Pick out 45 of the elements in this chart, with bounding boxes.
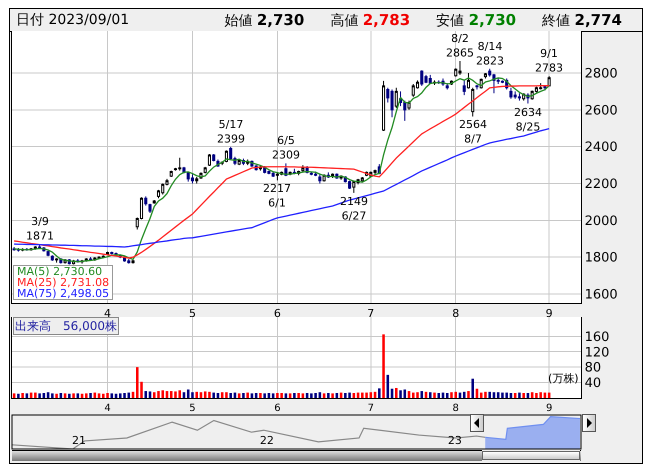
text: 安値 2,730 [436, 10, 516, 30]
y-tick-label: 2200 [584, 177, 618, 192]
x-tick-label: 9 [546, 307, 553, 320]
x-tick-label: 8 [452, 307, 460, 320]
y-tick-label: 80 [584, 360, 602, 376]
annotation: 5/17 2399 [217, 118, 245, 146]
text: 終値 2,774 [542, 10, 622, 30]
annotation: 2634 8/25 [514, 106, 542, 134]
x-tick-label: 5 [189, 403, 196, 414]
x-tick-label: 5 [188, 307, 196, 320]
annotation: 3/9 1871 [26, 215, 54, 242]
x-tick-label: 21 [72, 434, 86, 447]
x-tick-label: 4 [104, 307, 112, 320]
y-tick-label: 120 [584, 345, 610, 360]
annotation: 6/5 2309 [272, 134, 300, 162]
y-tick-label: 2400 [584, 140, 618, 156]
text: 始値 2,730 [224, 10, 304, 30]
y-tick-label: 1600 [584, 288, 618, 303]
x-tick-label: 8 [452, 403, 459, 414]
y-tick-label: 2800 [584, 66, 618, 82]
text: 高値 2,783 [330, 10, 410, 30]
x-tick-label: 7 [368, 403, 374, 414]
text: 日付 2023/09/01 [16, 11, 130, 29]
x-tick-label: 22 [260, 434, 274, 447]
y-axis-title: (万株) [548, 372, 579, 385]
annotation: 2217 6/1 [263, 182, 291, 210]
annotation: 2564 8/7 [459, 118, 487, 146]
series-label: MA(25) 2,731.08 [17, 276, 110, 289]
x-tick-label: 7 [367, 307, 374, 320]
y-tick-label: 1800 [584, 250, 618, 266]
annotation: 8/2 2865 [446, 32, 474, 60]
annotation: 8/14 2823 [476, 40, 504, 68]
annotation: 出来高 56,000株 [15, 319, 117, 333]
x-tick-label: 4 [104, 403, 111, 414]
y-tick-label: 40 [584, 376, 602, 392]
annotation: 9/1 2783 [535, 47, 563, 74]
text: MA(75) 2,498.05 [17, 287, 110, 300]
y-tick-label: 2000 [584, 214, 618, 229]
x-tick-label: 9 [546, 403, 552, 414]
x-tick-label: 23 [448, 434, 462, 447]
series-label: MA(5) 2,730.60 [17, 265, 102, 278]
y-tick-label: 2600 [584, 103, 618, 118]
x-tick-label: 6 [274, 403, 281, 414]
x-tick-label: 6 [274, 307, 281, 320]
y-tick-label: 160 [584, 330, 610, 345]
